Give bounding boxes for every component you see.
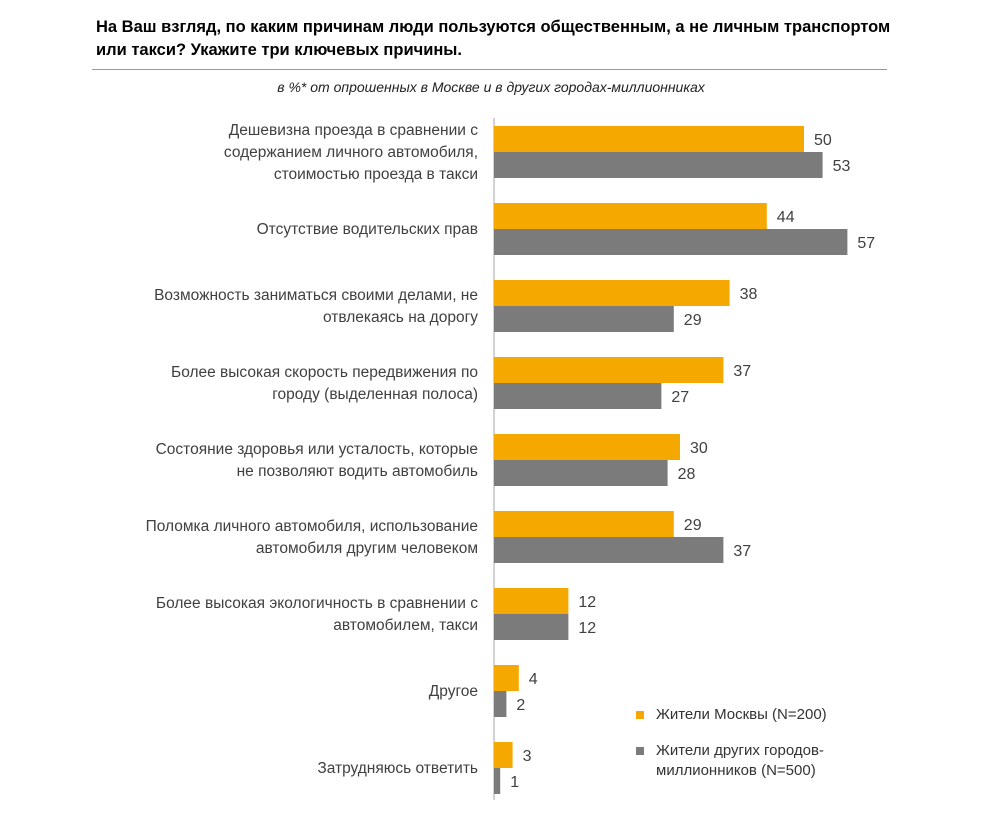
- data-label-other-2: 29: [684, 312, 702, 329]
- bar-moscow-2: [494, 280, 730, 306]
- category-label-3-line-1: городу (выделенная полоса): [272, 386, 478, 403]
- bar-other-5: [494, 537, 724, 563]
- bar-other-8: [494, 768, 501, 794]
- title-divider: [92, 69, 887, 70]
- legend-item-moscow: Жители Москвы (N=200): [636, 705, 876, 725]
- data-label-moscow-2: 38: [740, 286, 758, 303]
- bar-other-6: [494, 614, 569, 640]
- bar-other-1: [494, 229, 848, 255]
- bar-moscow-4: [494, 434, 680, 460]
- legend-label-other: Жители других городов-миллионников (N=50…: [656, 742, 824, 779]
- category-label-4-line-1: не позволяют водить автомобиль: [237, 463, 478, 480]
- legend-label-moscow: Жители Москвы (N=200): [656, 706, 827, 723]
- data-label-other-4: 28: [678, 466, 696, 483]
- category-label-0-line-1: содержанием личного автомобиля,: [224, 144, 478, 161]
- category-label-7-line-0: Другое: [429, 683, 478, 700]
- data-label-other-3: 27: [671, 389, 689, 406]
- category-label-0-line-0: Дешевизна проезда в сравнении с: [229, 122, 478, 139]
- category-label-5-line-1: автомобиля другим человеком: [256, 540, 478, 557]
- chart-subtitle: в %* от опрошенных в Москве и в других г…: [277, 79, 705, 95]
- category-label-2-line-0: Возможность заниматься своими делами, не: [154, 287, 478, 304]
- legend-item-other: Жители других городов-миллионников (N=50…: [636, 741, 876, 781]
- legend-swatch-other: [636, 747, 644, 755]
- data-label-other-7: 2: [516, 697, 525, 714]
- data-label-moscow-1: 44: [777, 209, 795, 226]
- data-label-other-0: 53: [833, 158, 851, 175]
- category-label-4-line-0: Состояние здоровья или усталость, которы…: [156, 441, 478, 458]
- bar-other-2: [494, 306, 674, 332]
- data-label-other-5: 37: [733, 543, 751, 560]
- chart-title: На Ваш взгляд, по каким причинам люди по…: [96, 18, 891, 59]
- bar-other-0: [494, 152, 823, 178]
- bar-moscow-5: [494, 511, 674, 537]
- bar-other-3: [494, 383, 662, 409]
- legend-swatch-moscow: [636, 711, 644, 719]
- bar-moscow-7: [494, 665, 519, 691]
- bar-other-4: [494, 460, 668, 486]
- bar-moscow-3: [494, 357, 724, 383]
- data-label-moscow-0: 50: [814, 132, 832, 149]
- data-label-other-1: 57: [857, 235, 875, 252]
- bar-moscow-6: [494, 588, 569, 614]
- chart-legend: Жители Москвы (N=200) Жители других горо…: [636, 705, 876, 797]
- data-label-moscow-8: 3: [523, 748, 532, 765]
- bar-moscow-0: [494, 126, 804, 152]
- category-label-3-line-0: Более высокая скорость передвижения по: [171, 364, 478, 381]
- bar-other-7: [494, 691, 507, 717]
- category-label-0-line-2: стоимостью проезда в такси: [274, 166, 478, 183]
- data-label-moscow-4: 30: [690, 440, 708, 457]
- data-label-other-8: 1: [510, 774, 519, 791]
- data-label-moscow-7: 4: [529, 671, 538, 688]
- category-label-1-line-0: Отсутствие водительских прав: [257, 221, 478, 238]
- bar-moscow-8: [494, 742, 513, 768]
- data-label-moscow-6: 12: [578, 594, 596, 611]
- data-label-moscow-5: 29: [684, 517, 702, 534]
- category-label-8-line-0: Затрудняюсь ответить: [317, 760, 478, 777]
- category-label-6-line-0: Более высокая экологичность в сравнении …: [156, 595, 478, 612]
- bar-moscow-1: [494, 203, 767, 229]
- data-label-moscow-3: 37: [733, 363, 751, 380]
- category-label-2-line-1: отвлекаясь на дорогу: [323, 309, 478, 326]
- data-label-other-6: 12: [578, 620, 596, 637]
- category-label-5-line-0: Поломка личного автомобиля, использовани…: [146, 518, 478, 535]
- category-label-6-line-1: автомобилем, такси: [333, 617, 478, 634]
